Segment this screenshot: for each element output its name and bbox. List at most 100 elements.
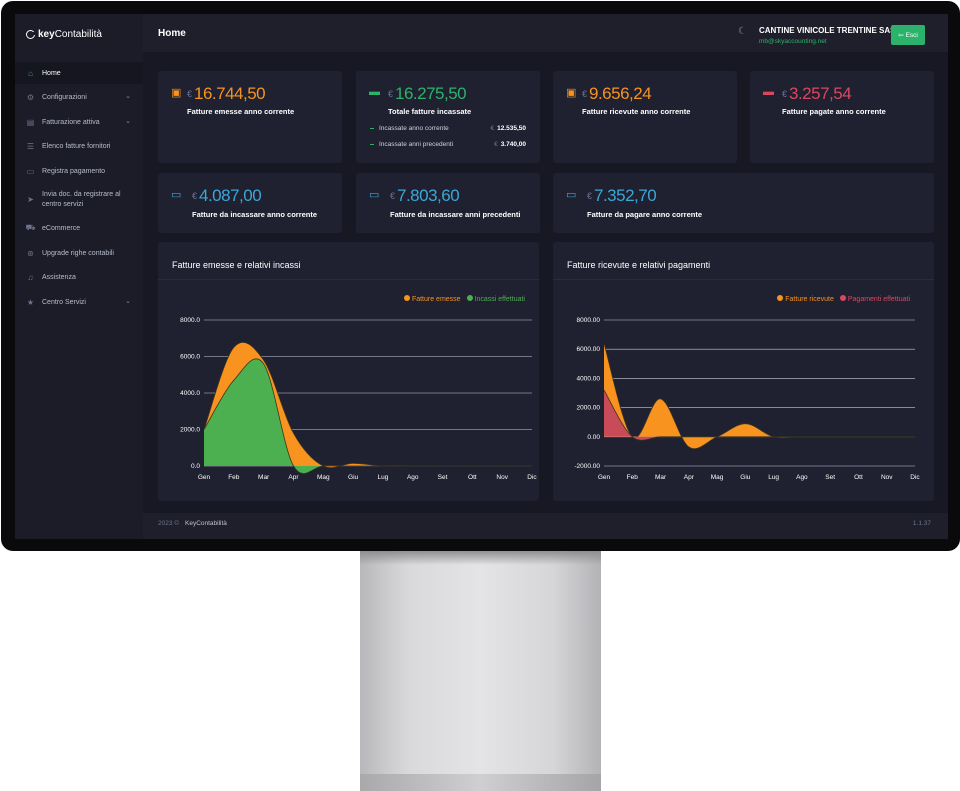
credit-card-icon: ▭ <box>171 189 182 201</box>
monitor-stand <box>360 551 601 791</box>
card-da-pagare-anno-corrente: ▭ € 7.352,70 Fatture da pagare anno corr… <box>553 173 934 233</box>
legend-label: Incassi effettuati <box>474 295 525 303</box>
legend-label: Pagamenti effettuati <box>847 295 910 303</box>
user-email: mb@skyaccounting.net <box>759 38 827 45</box>
y-tick-label: 6000.0 <box>180 354 200 361</box>
credit-card-icon: ▭ <box>369 189 380 201</box>
y-tick-label: 4000.0 <box>180 390 200 397</box>
legend-label: Fatture emesse <box>411 295 461 303</box>
chart-legend: Fatture emesse Incassi effettuati <box>403 295 529 303</box>
dark-mode-toggle-icon[interactable]: ☾ <box>738 26 747 37</box>
list-icon: ☰ <box>26 141 35 151</box>
detail-incassate-anno-corrente: Incassate anno corrente <box>370 125 449 132</box>
company-name: CANTINE VINICOLE TRENTINE SAS <box>759 26 896 35</box>
detail-value: €3.740,00 <box>494 141 526 148</box>
x-tick-label: Ago <box>407 474 419 481</box>
card-da-incassare-anno-corrente: ▭ € 4.087,00 Fatture da incassare anno c… <box>158 173 342 233</box>
card-da-incassare-anni-precedenti: ▭ € 7.803,60 Fatture da incassare anni p… <box>356 173 540 233</box>
detail-amount: 12.535,50 <box>497 125 526 132</box>
footer: 2023 © KeyContabilità 1.1.37 <box>143 513 948 539</box>
logo-rest-text: Contabilità <box>54 28 102 40</box>
sidebar: key Contabilità ⌂ Home ⚙ Configurazioni ⌄… <box>15 14 143 539</box>
credit-card-icon: ▭ <box>566 189 577 201</box>
sidebar-item-centro-servizi[interactable]: ★ Centro Servizi ⌄ <box>15 291 143 313</box>
document-icon: ▤ <box>26 117 35 127</box>
chevron-down-icon: ⌄ <box>125 93 131 100</box>
chart-ricevute-svg: 8000.00 6000.00 4000.00 2000.00 0.00 -2000.00… <box>574 317 920 481</box>
detail-label: Incassate anni precedenti <box>379 141 454 148</box>
legend-dot <box>403 295 410 301</box>
card-label: Totale fatture incassate <box>388 107 472 116</box>
logout-icon: ⇦ <box>898 32 904 39</box>
monitor-stand-base <box>360 774 601 791</box>
legend-item[interactable]: Pagamenti effettuati <box>839 295 912 303</box>
currency-symbol: € <box>582 89 588 99</box>
x-tick-label: Ott <box>468 474 477 481</box>
legend-item[interactable]: Fatture emesse <box>403 295 463 303</box>
chart-card-ricevute: Fatture ricevute e relativi pagamenti Fa… <box>553 242 934 501</box>
legend-dot <box>777 295 784 301</box>
sidebar-item-configurazioni[interactable]: ⚙ Configurazioni ⌄ <box>15 86 143 108</box>
dash-icon <box>370 143 374 146</box>
card-totale-incassate: ▬ € 16.275,50 Totale fatture incassate I… <box>356 71 540 163</box>
series-area-1 <box>604 343 915 449</box>
x-tick-label: Ago <box>796 474 808 481</box>
footer-version: 1.1.37 <box>912 520 931 527</box>
sidebar-item-label: Upgrade righe contabili <box>42 249 114 257</box>
sidebar-item-invia-doc[interactable]: ➤ Invia doc. da registrare al centro ser… <box>15 186 143 214</box>
logout-label: Esci <box>905 31 918 39</box>
card-amount: 3.257,54 <box>789 84 852 103</box>
sidebar-item-home[interactable]: ⌂ Home <box>15 62 143 84</box>
app-logo[interactable]: key Contabilità <box>26 27 102 41</box>
x-tick-label: Gen <box>598 474 611 481</box>
detail-amount: 3.740,00 <box>500 141 526 148</box>
x-tick-label: Giu <box>740 474 751 481</box>
x-tick-label: Lug <box>768 474 779 481</box>
series-area-2 <box>204 358 532 474</box>
currency-symbol: € <box>494 141 498 148</box>
card-label: Fatture ricevute anno corrente <box>582 107 691 116</box>
card-label: Fatture pagate anno corrente <box>782 107 886 116</box>
y-tick-label: 8000.0 <box>180 317 200 324</box>
card-amount: 7.352,70 <box>594 186 657 205</box>
card-fatture-ricevute: ▣ € 9.656,24 Fatture ricevute anno corre… <box>553 71 737 163</box>
sidebar-item-ecommerce[interactable]: ⛟ eCommerce <box>15 217 143 239</box>
legend-item[interactable]: Fatture ricevute <box>777 295 836 303</box>
logout-button[interactable]: ⇦ Esci <box>891 25 925 45</box>
sidebar-item-label: Assistenza <box>42 273 76 281</box>
y-tick-label: -2000.00 <box>574 463 600 470</box>
page-title: Home <box>158 28 186 39</box>
currency-symbol: € <box>388 89 394 99</box>
x-tick-label: Ott <box>854 474 863 481</box>
chart-title: Fatture emesse e relativi incassi <box>172 260 301 270</box>
sidebar-item-label: Configurazioni <box>42 93 87 101</box>
card-label: Fatture emesse anno corrente <box>187 107 295 116</box>
sidebar-item-elenco-fatture-fornitori[interactable]: ☰ Elenco fatture fornitori <box>15 135 143 157</box>
x-tick-label: Feb <box>228 474 240 481</box>
top-bar: Home ☾ CANTINE VINICOLE TRENTINE SAS mb@… <box>143 14 948 52</box>
y-tick-label: 4000.00 <box>577 375 601 382</box>
y-tick-label: 2000.0 <box>180 427 200 434</box>
wallet-icon: ▬ <box>369 86 380 98</box>
footer-year: 2023 © <box>158 520 180 527</box>
card-amount: 4.087,00 <box>199 186 262 205</box>
sidebar-item-fatturazione-attiva[interactable]: ▤ Fatturazione attiva ⌄ <box>15 111 143 133</box>
chevron-down-icon: ⌄ <box>125 298 131 305</box>
sidebar-item-label: eCommerce <box>42 224 81 232</box>
chart-legend: Fatture ricevute Pagamenti effettuati <box>777 295 914 303</box>
y-tick-label: 0.00 <box>587 434 600 441</box>
sidebar-item-upgrade-righe[interactable]: ⊛ Upgrade righe contabili <box>15 242 143 264</box>
currency-symbol: € <box>782 89 788 99</box>
card-amount: 7.803,60 <box>397 186 460 205</box>
sidebar-item-registra-pagamento[interactable]: ▭ Registra pagamento <box>15 160 143 182</box>
card-label: Fatture da incassare anno corrente <box>192 210 318 219</box>
legend-item[interactable]: Incassi effettuati <box>466 295 527 303</box>
legend-label: Fatture ricevute <box>785 295 834 303</box>
x-tick-label: Mag <box>317 474 330 481</box>
detail-incassate-anni-precedenti: Incassate anni precedenti <box>370 141 453 148</box>
chart-card-emesse: Fatture emesse e relativi incassi Fattur… <box>158 242 539 501</box>
sidebar-item-assistenza[interactable]: ♫ Assistenza <box>15 266 143 288</box>
dash-icon <box>370 127 374 130</box>
home-icon: ⌂ <box>28 68 33 78</box>
x-tick-label: Giu <box>348 474 359 481</box>
